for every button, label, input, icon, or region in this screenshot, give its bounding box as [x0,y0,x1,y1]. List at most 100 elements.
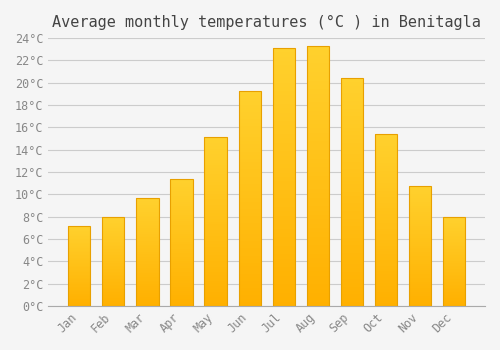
Bar [68,264,90,266]
Bar [68,282,90,283]
Bar [272,190,295,194]
Bar [272,241,295,246]
Bar [375,226,397,229]
Bar [443,239,465,240]
Bar [375,240,397,243]
Bar [170,187,192,189]
Bar [409,304,431,306]
Bar [341,97,363,101]
Bar [68,290,90,291]
Bar [204,160,227,163]
Bar [68,283,90,285]
Bar [136,273,158,275]
Bar [409,296,431,298]
Bar [341,188,363,192]
Bar [170,278,192,280]
Bar [409,208,431,210]
Bar [136,219,158,221]
Bar [409,242,431,244]
Bar [409,232,431,234]
Bar [306,301,329,306]
Bar [102,279,124,281]
Bar [375,234,397,237]
Bar [272,267,295,272]
Bar [102,234,124,236]
Bar [375,248,397,251]
Bar [204,205,227,208]
Bar [375,231,397,234]
Bar [136,304,158,306]
Bar [238,288,260,292]
Bar [68,256,90,258]
Bar [341,154,363,158]
Bar [68,301,90,302]
Bar [443,237,465,239]
Bar [443,304,465,306]
Bar [136,275,158,277]
Bar [375,251,397,254]
Bar [170,270,192,272]
Bar [409,250,431,252]
Bar [204,270,227,272]
Bar [375,254,397,257]
Bar [375,303,397,306]
Bar [341,101,363,105]
Bar [102,237,124,239]
Bar [238,116,260,119]
Bar [170,257,192,259]
Bar [238,259,260,263]
Bar [204,174,227,177]
Bar [238,241,260,245]
Bar [272,272,295,276]
Bar [375,177,397,180]
Bar [102,221,124,223]
Bar [341,105,363,108]
Bar [238,227,260,231]
Bar [341,196,363,200]
Bar [136,225,158,226]
Bar [136,300,158,302]
Bar [306,232,329,237]
Bar [341,302,363,306]
Bar [204,255,227,258]
Bar [306,115,329,120]
Bar [375,274,397,277]
Bar [341,177,363,181]
Bar [68,255,90,256]
Bar [272,203,295,207]
Bar [443,291,465,293]
Bar [306,128,329,133]
Bar [272,280,295,284]
Bar [341,207,363,211]
Bar [443,282,465,284]
Bar [443,285,465,287]
Bar [375,217,397,220]
Bar [409,212,431,214]
Bar [204,272,227,275]
Bar [238,292,260,295]
Bar [204,224,227,227]
Bar [170,289,192,291]
Bar [170,204,192,206]
Bar [272,65,295,70]
Bar [272,173,295,177]
Bar [341,219,363,222]
Bar [136,261,158,262]
Bar [375,200,397,203]
Bar [443,217,465,306]
Bar [443,231,465,233]
Bar [204,252,227,255]
Bar [409,234,431,236]
Bar [306,107,329,111]
Bar [204,210,227,213]
Bar [238,270,260,274]
Bar [238,137,260,141]
Bar [170,287,192,289]
Bar [204,258,227,261]
Bar [136,243,158,245]
Bar [272,211,295,216]
Bar [272,224,295,229]
Bar [272,87,295,91]
Bar [170,208,192,210]
Bar [409,222,431,224]
